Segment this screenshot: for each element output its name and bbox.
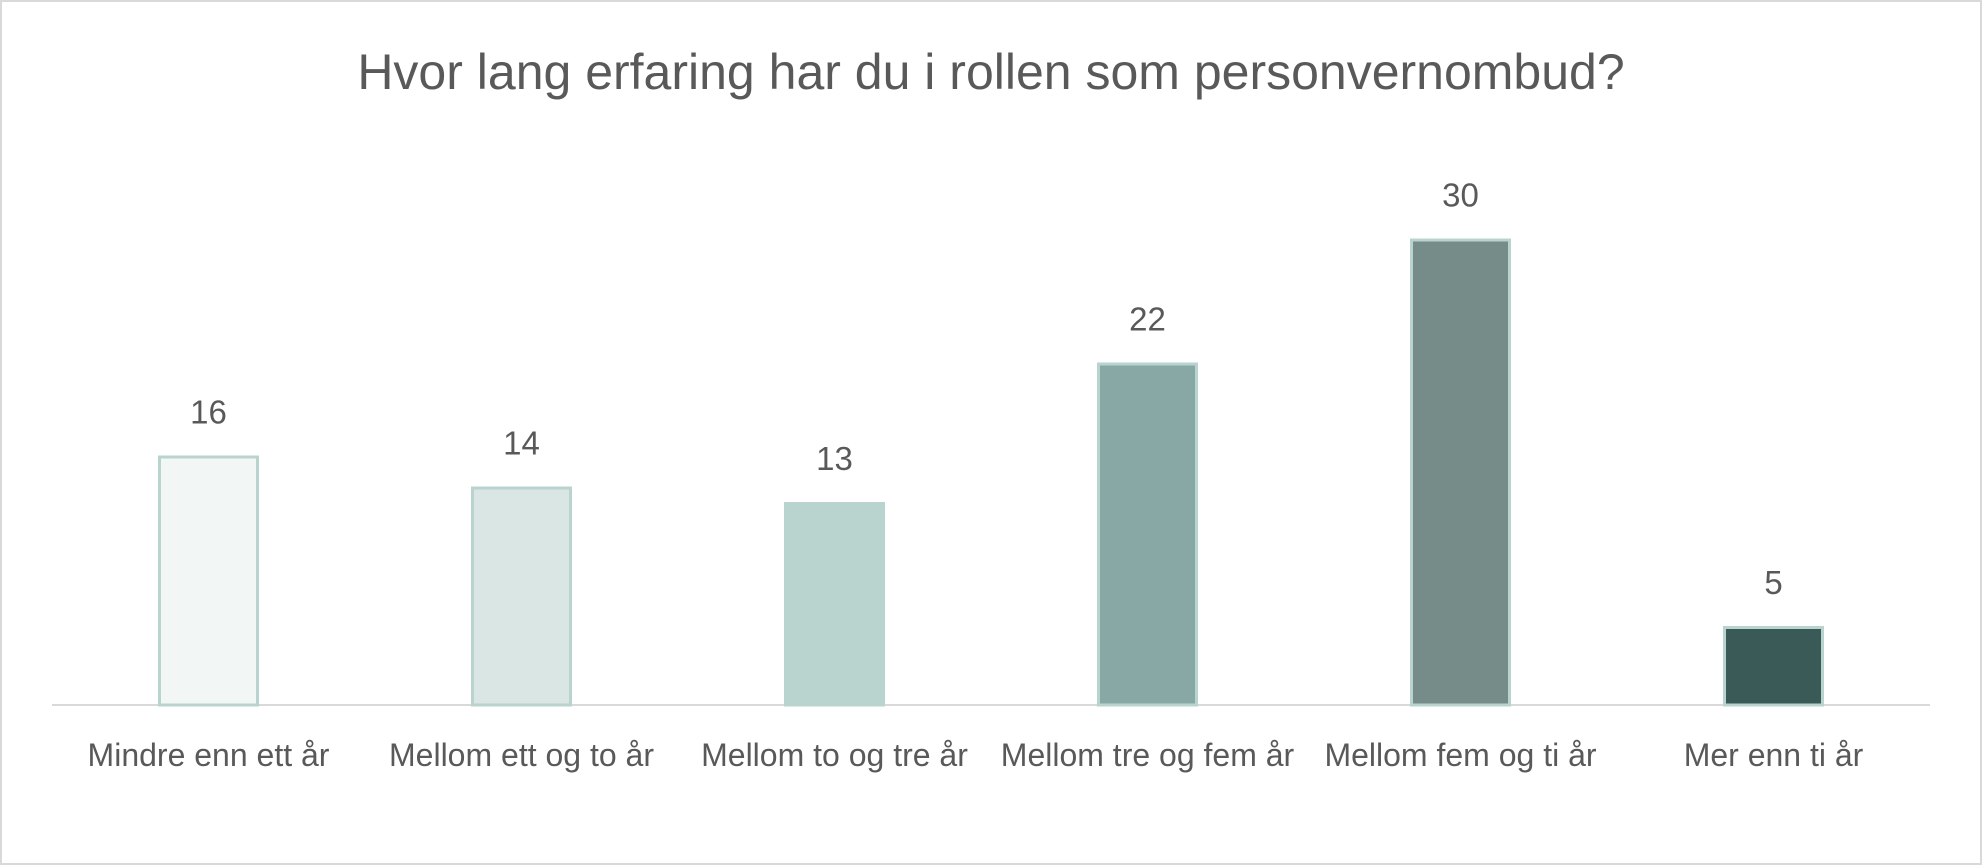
- value-label: 30: [1442, 177, 1479, 214]
- value-label: 5: [1764, 564, 1782, 601]
- x-tick-label: Mellom ett og to år: [389, 737, 654, 773]
- x-tick-label: Mer enn ti år: [1684, 737, 1864, 773]
- bar: [158, 455, 259, 707]
- chart-title: Hvor lang erfaring har du i rollen som p…: [357, 44, 1624, 100]
- x-tick-label: Mellom tre og fem år: [1001, 737, 1295, 773]
- value-label: 13: [816, 440, 853, 477]
- x-tick-label: Mellom to og tre år: [701, 737, 968, 773]
- value-label: 16: [190, 394, 227, 431]
- value-label: 14: [503, 425, 540, 462]
- x-tick-label: Mindre enn ett år: [88, 737, 330, 773]
- bar: [1410, 238, 1511, 707]
- x-tick-label: Mellom fem og ti år: [1324, 737, 1596, 773]
- bar: [471, 486, 572, 707]
- value-label: 22: [1129, 301, 1166, 338]
- bar: [1723, 626, 1824, 707]
- bar: [784, 502, 885, 707]
- bar: [1097, 362, 1198, 707]
